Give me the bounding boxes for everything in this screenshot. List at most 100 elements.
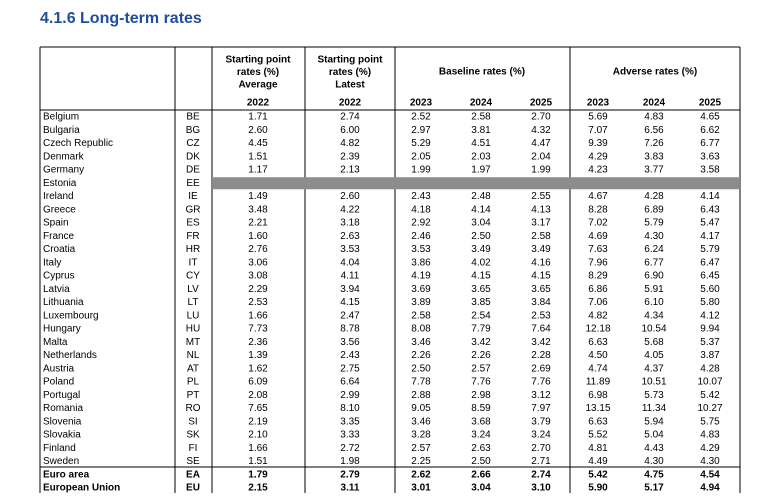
cell-value: 4.11 xyxy=(341,271,360,282)
cell-value: 3.89 xyxy=(411,297,431,308)
cell-value: 5.52 xyxy=(588,430,608,441)
cell-value: 2.05 xyxy=(411,151,431,162)
year-header: 2022 xyxy=(247,98,270,109)
year-header: 2025 xyxy=(699,98,722,109)
cell-value: 3.42 xyxy=(531,337,551,348)
year-header: 2023 xyxy=(410,98,433,109)
cell-value: 4.65 xyxy=(700,112,720,123)
country-code: SK xyxy=(186,430,200,441)
cell-value: 4.67 xyxy=(588,191,608,202)
cell-value: 4.30 xyxy=(700,456,720,467)
cell-value: 2.53 xyxy=(531,310,551,321)
cell-value: 2.63 xyxy=(340,231,360,242)
country-code: IE xyxy=(188,191,198,202)
cell-value: 2.52 xyxy=(411,112,431,123)
cell-value: 1.79 xyxy=(248,469,268,480)
country-code: DE xyxy=(186,165,200,176)
cell-value: 7.96 xyxy=(588,257,608,268)
cell-value: 2.48 xyxy=(471,191,491,202)
cell-value: 2.04 xyxy=(531,151,551,162)
cell-value: 4.13 xyxy=(531,204,551,215)
country-name: Poland xyxy=(43,377,74,388)
cell-value: 11.89 xyxy=(586,377,611,388)
cell-value: 5.94 xyxy=(644,416,664,427)
cell-value: 4.05 xyxy=(644,350,664,361)
column-header: Baseline rates (%) xyxy=(439,67,525,78)
year-header: 2023 xyxy=(587,98,610,109)
cell-value: 5.04 xyxy=(644,430,664,441)
cell-value: 2.15 xyxy=(248,483,268,493)
cell-value: 6.00 xyxy=(340,125,360,136)
cell-value: 4.18 xyxy=(411,204,431,215)
cell-value: 3.04 xyxy=(471,218,491,229)
cell-value: 4.83 xyxy=(644,112,664,123)
country-code: PT xyxy=(187,390,200,401)
cell-value: 2.66 xyxy=(471,469,491,480)
cell-value: 2.58 xyxy=(411,310,431,321)
cell-value: 1.17 xyxy=(248,165,268,176)
column-header: Adverse rates (%) xyxy=(613,67,697,78)
cell-value: 8.08 xyxy=(411,324,431,335)
cell-value: 10.27 xyxy=(697,403,722,414)
cell-value: 4.15 xyxy=(471,271,491,282)
country-name: Finland xyxy=(43,443,76,454)
cell-value: 2.58 xyxy=(531,231,551,242)
cell-value: 5.29 xyxy=(411,138,431,149)
cell-value: 3.49 xyxy=(471,244,491,255)
grid xyxy=(39,46,741,493)
cell-value: 7.76 xyxy=(531,377,551,388)
cell-value: 2.55 xyxy=(531,191,551,202)
country-code: PL xyxy=(187,377,200,388)
cell-value: 3.10 xyxy=(531,483,551,493)
cell-value: 1.66 xyxy=(248,443,268,454)
cell-value: 4.14 xyxy=(700,191,720,202)
cell-value: 5.90 xyxy=(588,483,608,493)
country-code: LV xyxy=(187,284,199,295)
cell-value: 3.63 xyxy=(700,151,720,162)
cell-value: 2.36 xyxy=(248,337,268,348)
cell-value: 2.75 xyxy=(340,363,360,374)
cell-value: 2.26 xyxy=(411,350,431,361)
cell-value: 2.13 xyxy=(340,165,360,176)
cell-value: 3.53 xyxy=(340,244,360,255)
cell-value: 1.51 xyxy=(248,151,268,162)
cell-value: 3.46 xyxy=(411,416,431,427)
country-name: France xyxy=(43,231,75,242)
country-name: Greece xyxy=(43,204,76,215)
country-name: Malta xyxy=(43,337,68,348)
cell-value: 10.51 xyxy=(641,377,666,388)
cell-value: 2.58 xyxy=(471,112,491,123)
cell-value: 4.37 xyxy=(644,363,664,374)
cell-value: 4.29 xyxy=(588,151,608,162)
cell-value: 6.63 xyxy=(588,416,608,427)
cell-value: 2.76 xyxy=(248,244,268,255)
cell-value: 2.50 xyxy=(411,363,431,374)
cell-value: 2.99 xyxy=(340,390,360,401)
cell-value: 5.47 xyxy=(700,218,720,229)
country-code: EU xyxy=(186,483,200,493)
cell-value: 8.28 xyxy=(588,204,608,215)
cell-value: 10.07 xyxy=(697,377,722,388)
cell-value: 8.29 xyxy=(588,271,608,282)
cell-value: 3.17 xyxy=(531,218,551,229)
cell-value: 8.10 xyxy=(340,403,360,414)
cell-value: 2.03 xyxy=(471,151,491,162)
country-name: Germany xyxy=(43,165,84,176)
cell-value: 2.46 xyxy=(411,231,431,242)
cell-value: 3.87 xyxy=(700,350,720,361)
cell-value: 1.98 xyxy=(340,456,360,467)
cell-value: 1.66 xyxy=(248,310,268,321)
cell-value: 1.60 xyxy=(248,231,268,242)
cell-value: 4.12 xyxy=(700,310,720,321)
cell-value: 6.24 xyxy=(644,244,664,255)
country-name: Estonia xyxy=(43,178,77,189)
country-name: Cyprus xyxy=(43,271,75,282)
country-code: DK xyxy=(186,151,200,162)
cell-value: 2.25 xyxy=(411,456,431,467)
cell-value: 1.62 xyxy=(248,363,268,374)
cell-value: 2.62 xyxy=(411,469,431,480)
cell-value: 4.54 xyxy=(700,469,720,480)
cell-value: 3.94 xyxy=(340,284,360,295)
country-name: Latvia xyxy=(43,284,70,295)
